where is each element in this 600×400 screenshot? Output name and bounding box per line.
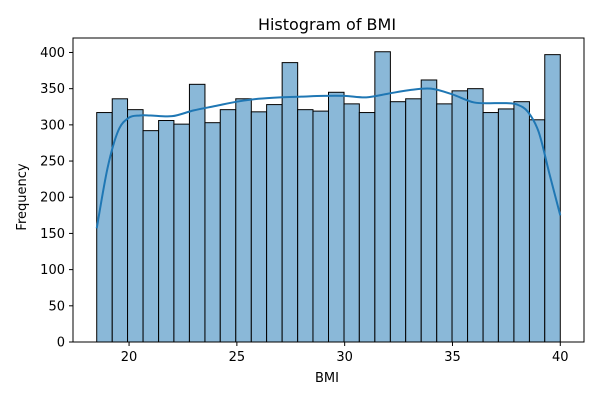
histogram-bar-5 (173, 123, 190, 343)
histogram-bar-23 (451, 90, 469, 343)
histogram-bar-0 (96, 112, 113, 343)
x-ticks-group: 20 25 30 35 40 (121, 342, 569, 365)
chart-title: Histogram of BMI (258, 15, 396, 34)
kde-line (95, 87, 562, 229)
histogram-bar-13 (297, 109, 314, 343)
y-tick-label: 150 (40, 227, 65, 242)
x-tick-label: 40 (552, 350, 569, 365)
x-tick-label: 20 (121, 350, 138, 365)
histogram-bar-3 (142, 130, 160, 343)
y-ticks-group: 0 50 100 150 200 250 300 350 400 (40, 46, 73, 351)
histogram-bar-26 (497, 108, 515, 343)
axes-frame (72, 37, 585, 343)
histogram-bar-29 (544, 54, 561, 343)
y-tick-label: 100 (40, 263, 65, 278)
x-tick-label: 25 (229, 350, 246, 365)
y-tick-label: 200 (40, 191, 65, 206)
histogram-bar-27 (513, 101, 530, 343)
axes-group (72, 37, 585, 343)
y-tick-label: 250 (40, 155, 65, 170)
histogram-bar-16 (343, 103, 360, 343)
histogram-bar-8 (219, 109, 237, 343)
histogram-bar-19 (389, 101, 407, 343)
y-tick-label: 50 (48, 299, 65, 314)
histogram-bar-25 (482, 112, 499, 343)
histogram-bar-6 (188, 83, 206, 343)
histogram-bar-1 (111, 98, 129, 343)
histogram-bar-4 (158, 120, 175, 343)
histogram-bar-2 (127, 109, 144, 343)
x-axis-label: BMI (315, 371, 339, 386)
x-tick-label: 35 (444, 350, 461, 365)
histogram-bar-10 (250, 111, 268, 343)
histogram-bar-21 (420, 79, 438, 343)
y-axis-label: Frequency (15, 163, 30, 230)
y-tick-label: 400 (40, 46, 65, 61)
y-tick-label: 350 (40, 82, 65, 97)
histogram-bar-12 (281, 62, 299, 343)
histogram-bar-28 (528, 119, 546, 343)
y-tick-label: 0 (57, 336, 65, 351)
histogram-bar-17 (358, 112, 376, 343)
bars-group (96, 51, 561, 343)
histogram-bar-14 (312, 110, 330, 343)
histogram-bar-15 (328, 91, 345, 343)
histogram-bar-20 (405, 98, 422, 343)
histogram-bar-7 (204, 122, 221, 343)
y-tick-label: 300 (40, 118, 65, 133)
histogram-bar-24 (467, 88, 484, 343)
histogram-bar-9 (235, 98, 252, 343)
histogram-bar-11 (266, 104, 283, 343)
x-tick-label: 30 (336, 350, 353, 365)
kde-group (95, 87, 562, 229)
histogram-bar-22 (436, 103, 453, 343)
